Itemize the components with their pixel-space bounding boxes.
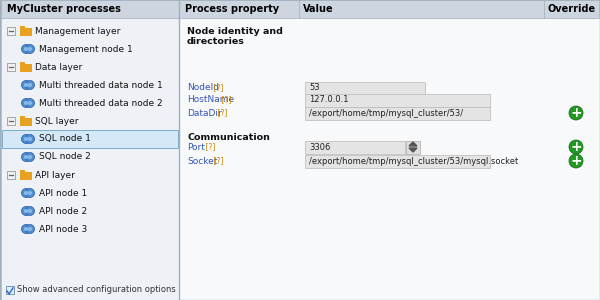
Circle shape bbox=[25, 224, 35, 233]
Text: Communication: Communication bbox=[187, 133, 270, 142]
Text: NodeId: NodeId bbox=[187, 83, 219, 92]
Bar bbox=[20, 170, 25, 173]
Bar bbox=[7, 171, 15, 179]
Text: Multi threaded data node 1: Multi threaded data node 1 bbox=[39, 80, 163, 89]
Circle shape bbox=[569, 106, 583, 120]
Circle shape bbox=[28, 83, 32, 87]
Bar bbox=[20, 62, 25, 65]
Text: HostName: HostName bbox=[187, 95, 234, 104]
Text: [?]: [?] bbox=[219, 95, 232, 104]
Circle shape bbox=[24, 209, 28, 213]
Text: [?]: [?] bbox=[203, 142, 215, 152]
Bar bbox=[6, 286, 14, 294]
Circle shape bbox=[569, 154, 583, 168]
Circle shape bbox=[25, 152, 35, 161]
Bar bbox=[20, 172, 32, 180]
Circle shape bbox=[24, 137, 28, 141]
Circle shape bbox=[22, 44, 31, 53]
Circle shape bbox=[28, 47, 32, 51]
Text: Port: Port bbox=[187, 142, 205, 152]
Text: [?]: [?] bbox=[215, 109, 227, 118]
Text: 53: 53 bbox=[309, 83, 320, 92]
Circle shape bbox=[22, 152, 31, 161]
Bar bbox=[305, 82, 425, 95]
Circle shape bbox=[28, 191, 32, 195]
Circle shape bbox=[28, 137, 32, 141]
Circle shape bbox=[28, 101, 32, 105]
Circle shape bbox=[22, 98, 31, 107]
Circle shape bbox=[28, 155, 32, 159]
Circle shape bbox=[569, 140, 583, 154]
Bar bbox=[305, 107, 490, 120]
Text: Node identity and: Node identity and bbox=[187, 28, 283, 37]
Text: Socket: Socket bbox=[187, 157, 217, 166]
Text: API layer: API layer bbox=[35, 170, 75, 179]
Text: Data layer: Data layer bbox=[35, 62, 82, 71]
Circle shape bbox=[22, 188, 31, 197]
Text: Management node 1: Management node 1 bbox=[39, 44, 133, 53]
Bar bbox=[20, 118, 32, 126]
Text: +: + bbox=[570, 140, 582, 154]
Bar bbox=[305, 155, 490, 168]
Text: Multi threaded data node 2: Multi threaded data node 2 bbox=[39, 98, 163, 107]
Text: SQL node 1: SQL node 1 bbox=[39, 134, 91, 143]
Circle shape bbox=[25, 188, 35, 197]
Text: [?]: [?] bbox=[211, 83, 223, 92]
Circle shape bbox=[22, 224, 31, 233]
Text: API node 1: API node 1 bbox=[39, 188, 87, 197]
Circle shape bbox=[25, 80, 35, 89]
Circle shape bbox=[22, 134, 31, 143]
Polygon shape bbox=[409, 142, 417, 146]
Text: SQL node 2: SQL node 2 bbox=[39, 152, 91, 161]
Bar bbox=[20, 26, 25, 29]
Text: +: + bbox=[570, 106, 582, 120]
Bar bbox=[1, 0, 179, 18]
Bar bbox=[1, 0, 179, 300]
Circle shape bbox=[25, 98, 35, 107]
Text: +: + bbox=[570, 154, 582, 168]
Circle shape bbox=[28, 227, 32, 231]
Circle shape bbox=[24, 191, 28, 195]
Bar bbox=[179, 0, 599, 18]
Bar bbox=[305, 94, 490, 107]
Bar bbox=[2, 130, 178, 148]
Circle shape bbox=[22, 206, 31, 215]
Circle shape bbox=[24, 101, 28, 105]
Text: API node 3: API node 3 bbox=[39, 224, 87, 233]
Text: /export/home/tmp/mysql_cluster/53/: /export/home/tmp/mysql_cluster/53/ bbox=[309, 109, 463, 118]
Bar bbox=[20, 116, 25, 119]
Bar bbox=[7, 117, 15, 125]
Circle shape bbox=[24, 227, 28, 231]
Circle shape bbox=[25, 44, 35, 53]
Text: Process property: Process property bbox=[185, 4, 279, 14]
Circle shape bbox=[22, 80, 31, 89]
Text: Show advanced configuration options: Show advanced configuration options bbox=[17, 286, 176, 295]
Text: directories: directories bbox=[187, 37, 245, 46]
Text: 3306: 3306 bbox=[309, 142, 331, 152]
Bar bbox=[406, 141, 420, 154]
Text: Management layer: Management layer bbox=[35, 26, 121, 35]
Bar bbox=[7, 63, 15, 71]
Circle shape bbox=[24, 83, 28, 87]
Text: DataDir: DataDir bbox=[187, 109, 222, 118]
Bar bbox=[7, 27, 15, 35]
Circle shape bbox=[24, 155, 28, 159]
Circle shape bbox=[25, 206, 35, 215]
Polygon shape bbox=[409, 148, 417, 152]
Circle shape bbox=[25, 134, 35, 143]
Bar bbox=[305, 141, 405, 154]
Bar bbox=[20, 64, 32, 72]
Text: /export/home/tmp/mysql_cluster/53/mysql.socket: /export/home/tmp/mysql_cluster/53/mysql.… bbox=[309, 157, 518, 166]
Text: API node 2: API node 2 bbox=[39, 206, 87, 215]
Bar bbox=[20, 28, 32, 36]
Circle shape bbox=[24, 47, 28, 51]
Circle shape bbox=[28, 209, 32, 213]
Text: MyCluster processes: MyCluster processes bbox=[7, 4, 121, 14]
Text: [?]: [?] bbox=[211, 157, 223, 166]
Text: 127.0.0.1: 127.0.0.1 bbox=[309, 95, 349, 104]
Text: Value: Value bbox=[303, 4, 334, 14]
Text: SQL layer: SQL layer bbox=[35, 116, 79, 125]
Text: Override: Override bbox=[548, 4, 596, 14]
